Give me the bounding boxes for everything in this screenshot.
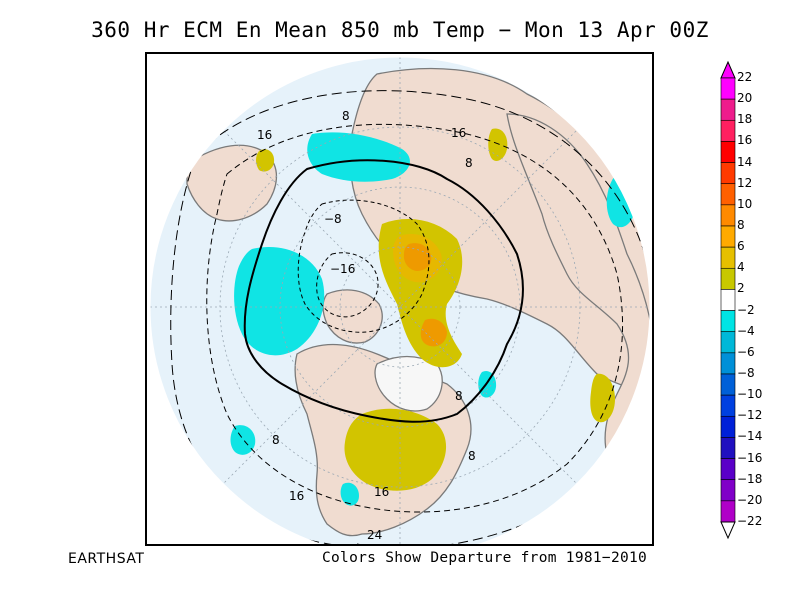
color-scale-swatch xyxy=(720,183,736,206)
color-scale-swatch xyxy=(720,458,736,481)
land-greenland xyxy=(374,355,443,412)
color-scale-tick-label: 20 xyxy=(737,91,753,106)
map-canvas: 8 16 16 8 −8 −16 8 8 8 16 16 24 xyxy=(149,56,651,544)
color-scale-tick-label: 8 xyxy=(737,218,745,232)
contour-label: 8 xyxy=(468,449,476,463)
color-scale-swatch xyxy=(720,310,736,333)
warm-anomalies xyxy=(256,128,615,491)
color-scale-tick-label: −2 xyxy=(737,302,755,317)
color-scale-tick-label: 18 xyxy=(737,112,753,127)
color-scale-swatch xyxy=(720,352,736,375)
color-scale-tick-label: −8 xyxy=(737,366,755,380)
color-scale-tick-label: 4 xyxy=(737,260,745,275)
color-scale-tick-label: 16 xyxy=(737,133,753,148)
color-scale-swatch xyxy=(720,204,736,227)
isotherm-minus8 xyxy=(297,199,430,333)
color-scale-swatch xyxy=(720,162,736,185)
warm-anomaly-max xyxy=(403,243,432,271)
land-alaska xyxy=(186,144,278,222)
color-scale-swatch xyxy=(720,437,736,459)
contour-label: 8 xyxy=(272,433,280,447)
color-scale-swatch xyxy=(720,415,736,438)
map-title: 360 Hr ECM En Mean 850 mb Temp − Mon 13 … xyxy=(91,18,709,42)
isotherm-8 xyxy=(206,123,624,513)
color-scale-tick-label: 12 xyxy=(737,175,753,190)
graticule xyxy=(150,57,650,544)
isotherm-zero xyxy=(243,159,524,423)
contour-label: 8 xyxy=(455,389,463,403)
color-scale-tick-label: −16 xyxy=(737,450,763,465)
cold-anomaly-pacific xyxy=(230,425,256,455)
isotherm-minus16 xyxy=(316,252,379,318)
color-scale-tick-label: −10 xyxy=(737,387,763,402)
color-scale-swatch xyxy=(720,373,736,396)
cold-anomaly-north-pacific xyxy=(234,247,325,356)
color-scale-swatch xyxy=(720,500,736,523)
color-scale-bottom-arrow xyxy=(720,521,736,540)
map-disk-outline xyxy=(149,56,651,544)
warm-anomaly-north-america xyxy=(344,408,447,491)
color-scale-tick-label: 14 xyxy=(737,154,753,169)
color-scale-swatch xyxy=(720,267,736,290)
color-scale-top-arrow xyxy=(720,60,736,79)
cold-anomaly-east-siberia xyxy=(307,132,410,182)
color-scale-tick-label: 22 xyxy=(737,70,753,84)
color-scale-swatch xyxy=(720,479,736,502)
color-scale-tick-label: −4 xyxy=(737,323,755,338)
contour-labels: 8 16 16 8 −8 −16 8 8 8 16 16 24 xyxy=(257,109,476,542)
color-scale-swatch xyxy=(720,246,736,269)
contour-label: 16 xyxy=(289,489,304,503)
color-scale-swatch xyxy=(720,77,736,100)
color-scale-swatch xyxy=(720,289,736,311)
color-scale-swatch xyxy=(720,119,736,142)
contour-label: −8 xyxy=(324,212,342,226)
warm-anomaly-east xyxy=(590,373,615,423)
contour-label: 16 xyxy=(374,485,389,499)
color-scale-swatch xyxy=(720,394,736,417)
color-scale-tick-label: −12 xyxy=(737,408,763,423)
warm-anomaly-alaska xyxy=(256,149,275,172)
land-arctic-islands xyxy=(322,289,383,344)
cold-anomalies xyxy=(230,132,636,506)
color-scale-tick-label: 6 xyxy=(737,239,745,254)
contour-label: 24 xyxy=(367,528,382,542)
color-scale-swatch xyxy=(720,331,736,354)
color-scale-tick-label: 10 xyxy=(737,196,753,211)
cold-anomaly-mexico xyxy=(340,482,359,506)
contour-label: 8 xyxy=(342,109,350,123)
contour-label: 16 xyxy=(451,126,466,140)
color-scale-tick-label: −18 xyxy=(737,471,763,486)
contour-label: 8 xyxy=(465,156,473,170)
color-scale-swatch xyxy=(720,225,736,248)
color-scale-swatch xyxy=(720,141,736,163)
color-scale xyxy=(720,60,736,540)
color-scale-swatch xyxy=(720,98,736,121)
color-scale-tick-label: −6 xyxy=(737,344,755,359)
color-scale-tick-label: −14 xyxy=(737,429,763,444)
land-europe xyxy=(506,113,650,483)
contour-label: 16 xyxy=(257,128,272,142)
color-scale-tick-label: 2 xyxy=(737,281,745,296)
color-scale-tick-label: −22 xyxy=(737,514,763,528)
contour-label: −16 xyxy=(330,262,355,276)
color-scale-tick-label: −20 xyxy=(737,492,763,507)
source-label: EARTHSAT xyxy=(68,551,145,567)
caption-label: Colors Show Departure from 1981−2010 xyxy=(322,550,648,566)
polar-map: 8 16 16 8 −8 −16 8 8 8 16 16 24 xyxy=(145,52,654,546)
warm-anomaly-southeast xyxy=(420,318,447,347)
